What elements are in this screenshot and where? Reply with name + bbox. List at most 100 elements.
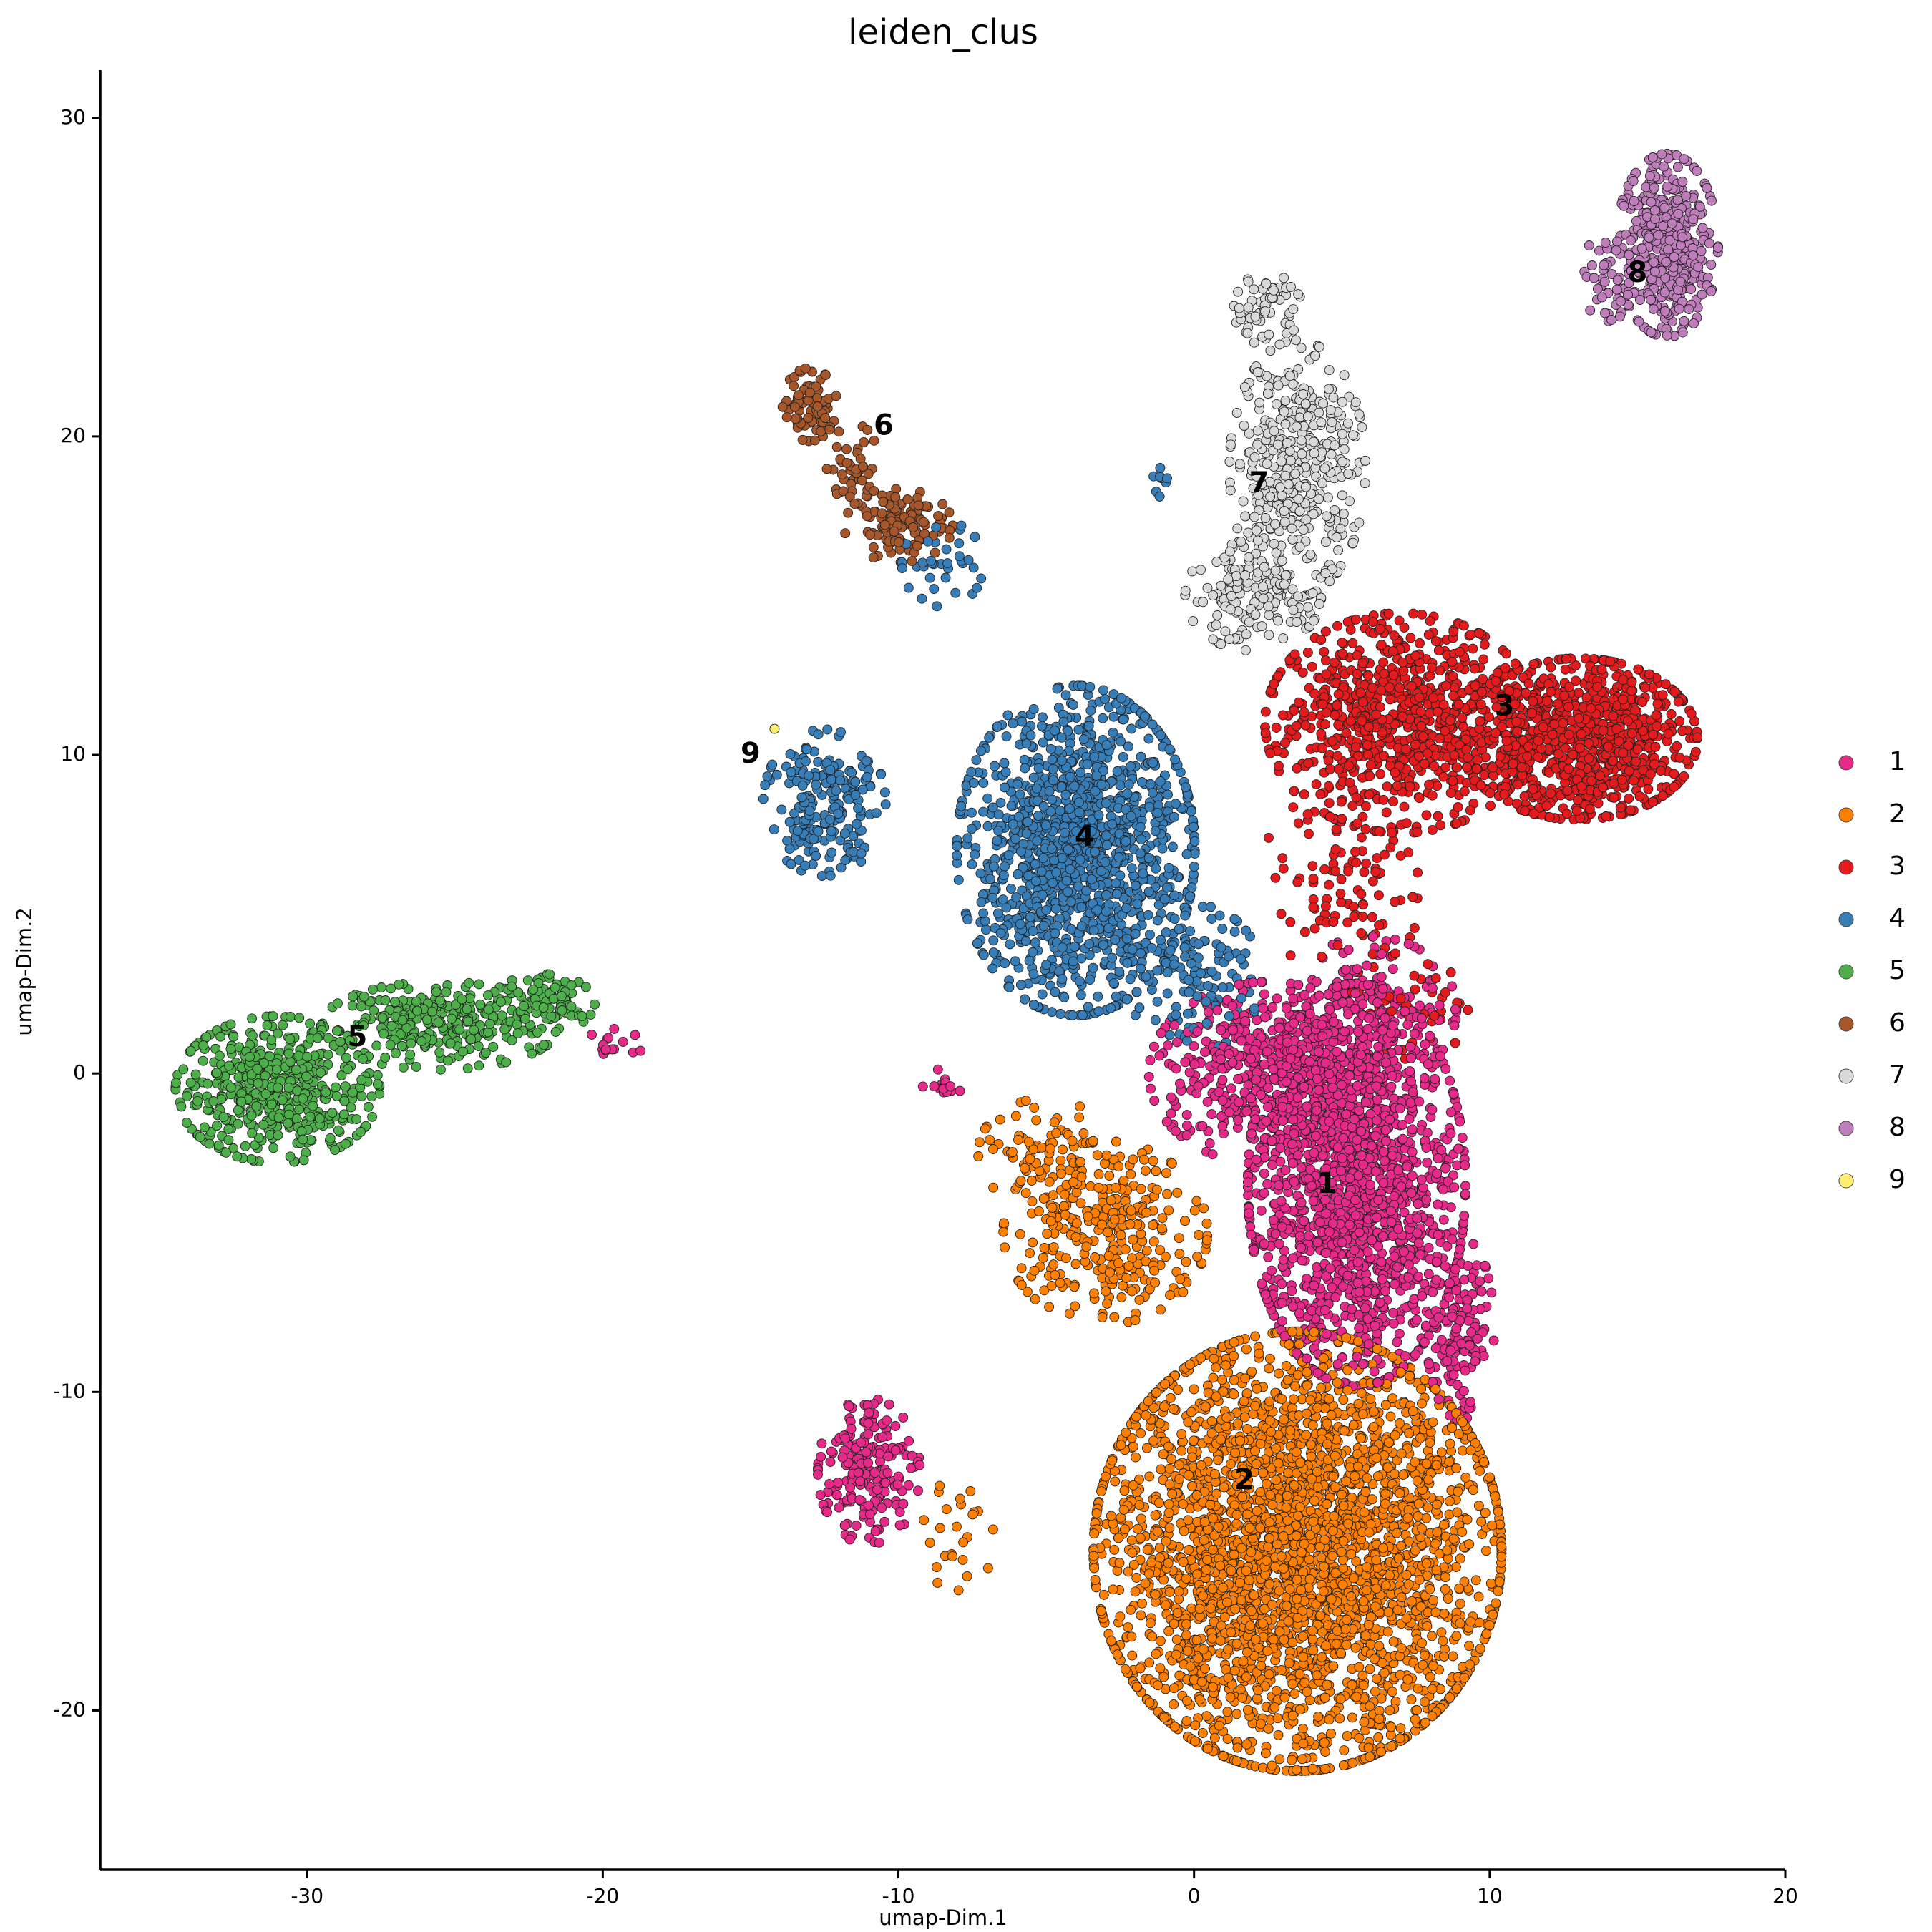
data-point-cluster-2 xyxy=(998,1226,1009,1237)
data-point-cluster-6 xyxy=(868,552,879,563)
data-point-cluster-3 xyxy=(1672,741,1682,751)
data-point-cluster-3 xyxy=(1293,818,1304,829)
data-point-cluster-2 xyxy=(1135,1533,1146,1543)
data-point-cluster-7 xyxy=(1338,509,1349,519)
data-point-cluster-6 xyxy=(868,542,879,552)
data-point-cluster-4 xyxy=(976,573,987,584)
data-point-cluster-4 xyxy=(1229,926,1240,937)
data-point-cluster-4 xyxy=(954,538,965,549)
data-point-cluster-3 xyxy=(1292,877,1303,887)
data-point-cluster-1 xyxy=(1256,977,1267,987)
data-point-cluster-2 xyxy=(1373,1732,1384,1742)
data-point-cluster-3 xyxy=(1299,789,1309,800)
data-point-cluster-4 xyxy=(879,787,890,798)
data-point-cluster-2 xyxy=(1109,1544,1120,1555)
data-point-cluster-1 xyxy=(1172,1037,1182,1048)
data-point-cluster-4 xyxy=(982,821,993,831)
data-point-cluster-5 xyxy=(298,1155,309,1166)
data-point-cluster-2 xyxy=(1272,1686,1282,1696)
data-point-cluster-7 xyxy=(1243,276,1254,287)
data-point-cluster-5 xyxy=(550,1027,561,1037)
data-point-cluster-2 xyxy=(975,1137,985,1148)
data-point-cluster-8 xyxy=(1599,276,1610,287)
data-point-cluster-3 xyxy=(1332,940,1343,950)
data-point-cluster-2 xyxy=(1055,1155,1066,1166)
data-point-cluster-4 xyxy=(903,582,914,593)
data-point-cluster-2 xyxy=(1074,1112,1085,1123)
data-point-cluster-4 xyxy=(826,847,837,858)
data-point-cluster-2 xyxy=(1015,1229,1025,1239)
data-point-cluster-2 xyxy=(1235,1684,1246,1695)
data-point-cluster-3 xyxy=(1347,801,1358,811)
data-point-cluster-3 xyxy=(1297,667,1308,678)
data-point-cluster-4 xyxy=(988,947,999,958)
data-point-cluster-1 xyxy=(834,1502,844,1513)
data-point-cluster-1 xyxy=(833,1478,844,1488)
data-point-cluster-4 xyxy=(1180,951,1190,962)
data-point-cluster-1 xyxy=(883,1451,894,1462)
data-point-cluster-2 xyxy=(1201,1711,1212,1722)
data-point-cluster-5 xyxy=(390,1048,401,1059)
data-point-cluster-4 xyxy=(816,871,827,882)
data-point-cluster-2 xyxy=(1155,1636,1166,1646)
data-point-cluster-2 xyxy=(1232,1742,1243,1753)
data-point-cluster-3 xyxy=(1413,867,1423,878)
data-point-cluster-5 xyxy=(372,1070,383,1080)
data-point-cluster-3 xyxy=(1278,710,1288,721)
data-point-cluster-1 xyxy=(1422,1128,1433,1138)
data-point-cluster-2 xyxy=(1211,1362,1221,1373)
data-point-cluster-3 xyxy=(1399,801,1410,812)
data-point-cluster-8 xyxy=(1584,240,1594,250)
data-point-cluster-5 xyxy=(332,998,343,1009)
data-point-cluster-3 xyxy=(1470,663,1480,674)
data-point-cluster-2 xyxy=(1163,1205,1174,1216)
data-point-cluster-3 xyxy=(1320,626,1331,637)
data-point-cluster-2 xyxy=(1136,1229,1146,1239)
data-point-cluster-4 xyxy=(1085,975,1096,985)
data-point-cluster-3 xyxy=(1407,892,1418,902)
data-point-cluster-2 xyxy=(1464,1641,1475,1652)
data-point-cluster-7 xyxy=(1287,534,1298,545)
data-point-cluster-2 xyxy=(1347,1712,1357,1723)
data-point-cluster-5 xyxy=(435,1064,446,1075)
data-point-cluster-2 xyxy=(1473,1591,1484,1602)
data-point-cluster-2 xyxy=(1475,1465,1485,1476)
data-point-cluster-7 xyxy=(1324,576,1335,587)
data-point-cluster-4 xyxy=(1115,780,1126,791)
data-point-cluster-3 xyxy=(1330,866,1341,877)
data-point-cluster-2 xyxy=(973,1151,984,1161)
data-point-cluster-2 xyxy=(1480,1508,1491,1518)
data-point-cluster-4 xyxy=(776,804,787,815)
data-point-cluster-1 xyxy=(1175,1078,1185,1089)
data-point-cluster-6 xyxy=(937,499,948,509)
data-point-cluster-1 xyxy=(1252,1015,1262,1025)
data-point-cluster-2 xyxy=(1287,1755,1297,1765)
data-point-cluster-2 xyxy=(1274,1368,1284,1379)
data-point-cluster-2 xyxy=(1131,1452,1141,1463)
data-point-cluster-7 xyxy=(1324,365,1335,376)
data-point-cluster-7 xyxy=(1224,457,1235,467)
data-point-cluster-2 xyxy=(1100,1158,1110,1169)
data-point-cluster-2 xyxy=(1252,1693,1262,1704)
data-point-cluster-2 xyxy=(1180,1216,1190,1226)
data-point-cluster-4 xyxy=(1068,1010,1078,1020)
data-point-cluster-2 xyxy=(1050,1269,1060,1280)
data-point-cluster-2 xyxy=(1231,1709,1242,1719)
data-point-cluster-5 xyxy=(246,1154,257,1164)
data-point-cluster-3 xyxy=(1624,794,1634,804)
data-point-cluster-2 xyxy=(1276,1665,1287,1675)
data-point-cluster-7 xyxy=(1330,504,1340,515)
data-point-cluster-7 xyxy=(1249,284,1259,295)
data-point-cluster-2 xyxy=(951,1521,962,1532)
data-point-cluster-4 xyxy=(952,850,962,861)
data-point-cluster-3 xyxy=(1316,635,1327,645)
data-point-cluster-7 xyxy=(1337,429,1347,439)
data-point-cluster-4 xyxy=(1093,991,1103,1002)
data-point-cluster-2 xyxy=(1222,1734,1233,1744)
data-point-cluster-4 xyxy=(1206,902,1216,912)
data-point-cluster-1 xyxy=(587,1029,597,1040)
data-point-cluster-5 xyxy=(380,995,391,1005)
data-point-cluster-7 xyxy=(1354,409,1365,420)
data-point-cluster-5 xyxy=(501,1057,512,1068)
data-point-cluster-8 xyxy=(1644,170,1655,181)
